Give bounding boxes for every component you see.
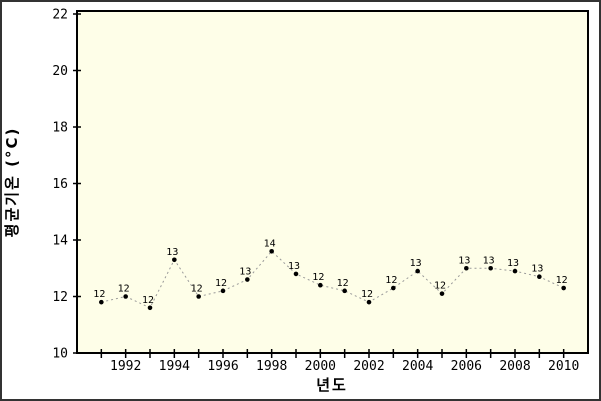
data-point [196,294,201,299]
data-point-label: 13 [410,258,422,269]
data-point-label: 13 [166,247,178,258]
y-axis-tick-label: 10 [52,347,68,362]
y-axis-tick-label: 16 [52,177,68,192]
data-point-label: 13 [507,258,519,269]
x-axis-tick-label: 2008 [499,359,530,374]
x-axis-tick-label: 2004 [402,359,433,374]
data-point-label: 13 [531,264,543,275]
data-point-label: 12 [312,272,324,283]
data-point-label: 12 [93,289,105,300]
x-axis-tick-label: 1996 [207,359,238,374]
data-point [318,282,323,288]
data-point [293,271,299,277]
data-point [220,288,226,294]
data-point [537,274,542,280]
data-point-label: 14 [264,238,276,249]
data-point [415,268,420,274]
data-point-label: 12 [556,275,568,286]
data-point [464,265,469,271]
x-axis-title: 년도 [316,376,348,394]
x-axis-tick-label: 2006 [451,359,482,374]
data-point [147,305,153,311]
data-point-label: 13 [483,255,495,266]
y-axis-tick-label: 14 [52,234,68,249]
y-axis-tick-label: 12 [52,290,68,305]
data-point-label: 13 [239,267,251,278]
data-point [269,249,274,254]
y-axis-tick-label: 22 [52,8,68,23]
x-axis-tick-label: 2010 [548,359,579,374]
y-axis-tick-label: 18 [52,121,68,136]
data-point-label: 12 [434,281,446,292]
data-point [99,299,104,305]
data-point [512,268,518,274]
data-point [245,277,250,282]
x-axis-tick-label: 2000 [305,359,336,374]
data-point-label: 12 [337,278,349,289]
x-axis-tick-label: 1998 [256,359,287,374]
x-axis-tick-label: 1992 [110,359,141,374]
data-point-label: 12 [191,284,203,295]
data-point [391,285,396,291]
x-axis-tick-label: 1994 [159,359,190,374]
data-point [366,299,372,305]
data-point-label: 13 [458,255,470,266]
data-point [342,288,347,294]
data-point [488,265,493,271]
data-point-label: 12 [118,284,130,295]
data-point-label: 12 [215,278,227,289]
y-axis-tick-label: 20 [52,64,68,79]
data-point-label: 12 [385,275,397,286]
data-line [101,250,564,309]
data-point [439,291,445,296]
data-point-label: 12 [142,295,154,306]
x-axis-tick-label: 2002 [353,359,384,374]
data-point [123,294,128,299]
data-point [561,285,566,291]
y-axis-title: 평균기온 (°C) [3,127,21,238]
data-point-label: 12 [361,289,373,300]
data-point-label: 13 [288,261,300,272]
chart-generated-layer: 10 12 14 16 18 20 22 1992 1994 1996 1998 2000 2002 20… [52,8,589,374]
data-point [172,257,177,263]
plot-area [76,10,589,354]
